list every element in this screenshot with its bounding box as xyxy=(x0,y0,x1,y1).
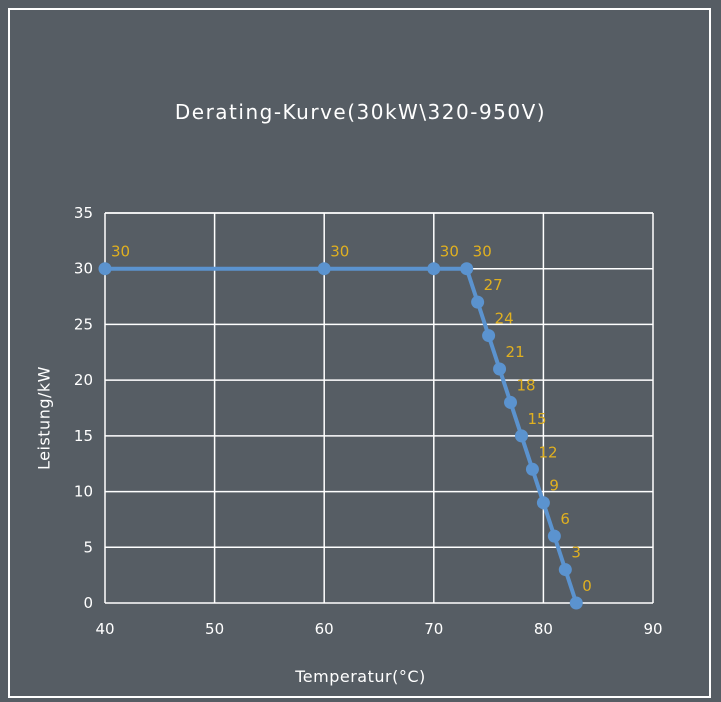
data-point xyxy=(536,496,550,510)
data-label: 21 xyxy=(506,343,525,361)
data-point xyxy=(317,262,331,276)
data-point xyxy=(504,395,518,409)
x-tick-label: 70 xyxy=(424,620,443,638)
data-label: 0 xyxy=(582,577,592,595)
data-point xyxy=(98,262,112,276)
data-label: 30 xyxy=(473,243,492,261)
x-tick-label: 40 xyxy=(95,620,114,638)
y-tick-label: 5 xyxy=(83,538,93,556)
chart-title: Derating-Kurve(30kW\320-950V) xyxy=(174,100,547,124)
data-point xyxy=(558,563,572,577)
data-label: 3 xyxy=(571,544,581,562)
data-point xyxy=(460,262,474,276)
data-point xyxy=(514,429,528,443)
data-label: 6 xyxy=(560,510,570,528)
y-tick-label: 30 xyxy=(74,260,93,278)
data-point xyxy=(525,462,539,476)
data-label: 30 xyxy=(440,243,459,261)
y-tick-label: 10 xyxy=(74,483,93,501)
x-tick-label: 60 xyxy=(315,620,334,638)
data-label: 12 xyxy=(538,443,557,461)
data-label: 15 xyxy=(527,410,546,428)
y-tick-label: 20 xyxy=(74,371,93,389)
y-tick-label: 15 xyxy=(74,427,93,445)
data-point xyxy=(493,362,507,376)
y-tick-label: 25 xyxy=(74,315,93,333)
data-point xyxy=(569,596,583,610)
data-label: 30 xyxy=(111,243,130,261)
data-point xyxy=(547,529,561,543)
chart-frame xyxy=(8,8,711,698)
data-point xyxy=(427,262,441,276)
data-point xyxy=(482,329,496,343)
data-label: 18 xyxy=(517,376,536,394)
x-tick-label: 90 xyxy=(643,620,662,638)
x-tick-label: 80 xyxy=(534,620,553,638)
x-tick-label: 50 xyxy=(205,620,224,638)
data-label: 27 xyxy=(484,276,503,294)
x-axis-label: Temperatur(°C) xyxy=(295,667,426,686)
data-label: 9 xyxy=(549,477,559,495)
y-tick-label: 0 xyxy=(83,594,93,612)
data-label: 30 xyxy=(330,243,349,261)
data-point xyxy=(471,295,485,309)
y-tick-label: 35 xyxy=(74,204,93,222)
data-label: 24 xyxy=(495,310,514,328)
